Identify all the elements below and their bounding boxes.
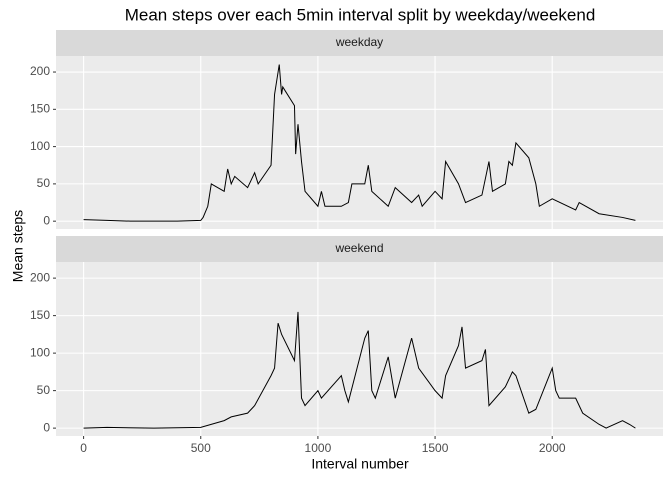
panel-background	[56, 262, 663, 436]
y-tick-label: 50	[37, 383, 51, 397]
strip	[56, 236, 663, 262]
strip-label: weekday	[335, 35, 383, 49]
x-tick-label: 1500	[422, 441, 449, 455]
data-line	[83, 311, 636, 429]
panel-background	[56, 56, 663, 229]
y-axis-title: Mean steps	[10, 210, 26, 282]
y-tick-label: 50	[37, 176, 51, 190]
y-tick-label: 0	[43, 213, 50, 227]
x-tick-label: 2000	[539, 441, 566, 455]
chart-title: Mean steps over each 5min interval split…	[125, 5, 596, 24]
x-tick-label: 500	[191, 441, 211, 455]
y-tick-label: 150	[30, 101, 50, 115]
y-tick-label: 150	[30, 308, 50, 322]
y-tick-label: 200	[30, 270, 50, 284]
x-tick-label: 0	[80, 441, 87, 455]
y-tick-label: 100	[30, 345, 50, 359]
data-line	[83, 64, 636, 222]
y-tick-label: 200	[30, 64, 50, 78]
x-tick-label: 1000	[305, 441, 332, 455]
y-tick-label: 100	[30, 139, 50, 153]
strip-label: weekend	[334, 241, 383, 255]
y-tick-label: 0	[43, 420, 50, 434]
x-axis-title: Interval number	[311, 456, 409, 472]
strip	[56, 30, 663, 56]
